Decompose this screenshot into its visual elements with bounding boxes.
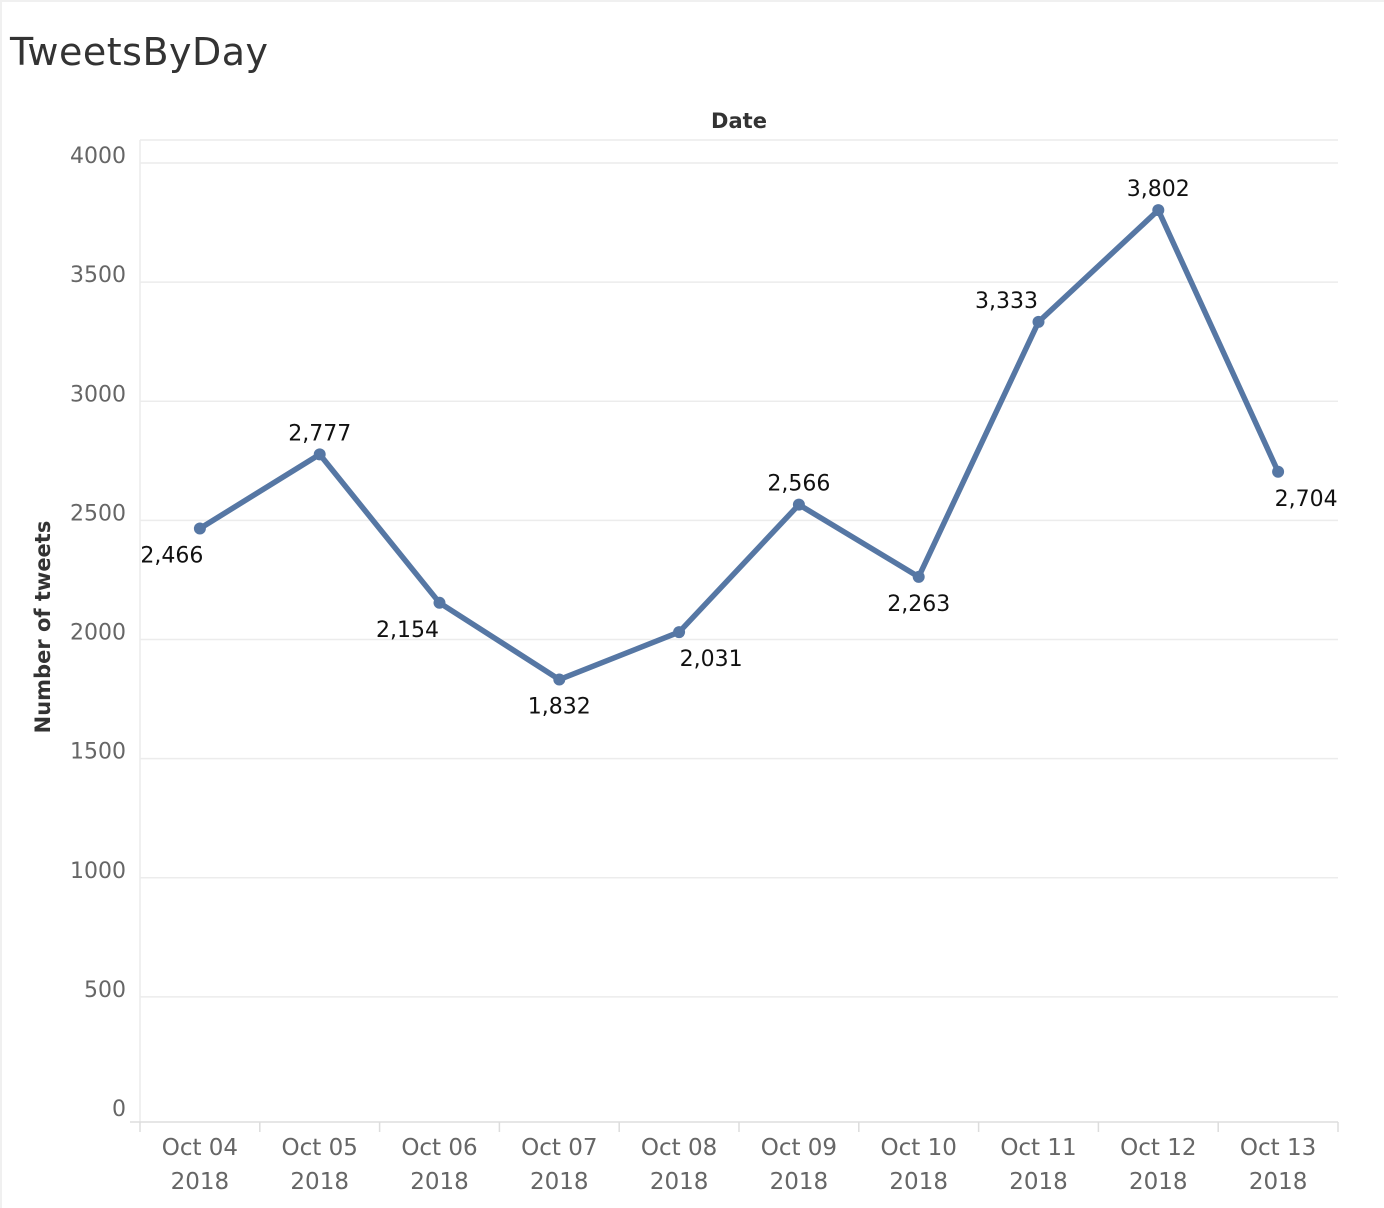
data-label: 2,566 (767, 472, 830, 497)
x-tick-label: Oct 05 (282, 1135, 358, 1161)
x-axis-ticks: Oct 04 2018 Oct 05 2018 Oct 06 2018 Oct 07 2018… (139, 1122, 1339, 1195)
x-tick-year-label: 2018 (889, 1169, 948, 1195)
y-tick-label: 3500 (70, 263, 126, 288)
data-label: 1,832 (528, 695, 591, 720)
y-axis-ticks: 0 500 1000 1500 2000 2500 3000 3500 4000 (70, 144, 126, 1122)
data-point (553, 673, 566, 686)
y-tick-label: 3000 (70, 382, 126, 407)
data-label: 2,466 (140, 543, 203, 568)
y-tick-label: 2000 (70, 621, 126, 646)
x-tick-label: Oct 08 (641, 1135, 717, 1161)
y-tick-label: 500 (84, 978, 126, 1003)
chart-title: TweetsByDay (10, 30, 269, 74)
x-tick-label: Oct 12 (1120, 1135, 1196, 1161)
data-point (1272, 465, 1285, 478)
data-label: 3,802 (1127, 177, 1190, 202)
data-point (673, 626, 686, 639)
data-point (1152, 204, 1165, 217)
x-tick-year-label: 2018 (171, 1169, 230, 1195)
y-tick-label: 2500 (70, 501, 126, 526)
series-tweets (193, 204, 1285, 686)
x-tick-year-label: 2018 (290, 1169, 349, 1195)
x-tick-year-label: 2018 (650, 1169, 709, 1195)
x-tick-label: Oct 06 (401, 1135, 477, 1161)
x-axis-title: Date (711, 109, 767, 133)
y-tick-label: 4000 (70, 144, 126, 169)
x-tick-year-label: 2018 (1009, 1169, 1068, 1195)
axes (130, 139, 1338, 1123)
data-point (433, 596, 446, 609)
data-point (313, 448, 326, 461)
data-point (912, 570, 925, 583)
x-tick-label: Oct 04 (162, 1135, 238, 1161)
x-tick-year-label: 2018 (1249, 1169, 1308, 1195)
series-line (197, 207, 1281, 683)
data-labels: 2,466 2,777 2,154 1,832 2,031 2,566 2,263 3,333… (140, 177, 1337, 719)
data-label: 2,031 (680, 647, 743, 672)
y-axis-title: Number of tweets (31, 521, 55, 734)
data-label: 2,154 (376, 618, 439, 643)
data-label: 2,777 (288, 421, 351, 446)
data-label: 2,263 (887, 592, 950, 617)
y-tick-label: 0 (112, 1097, 126, 1122)
data-label: 2,704 (1275, 487, 1338, 512)
x-tick-label: Oct 11 (1000, 1135, 1076, 1161)
grid-lines (140, 162, 1338, 998)
data-point (193, 522, 206, 535)
data-point (792, 498, 805, 511)
y-tick-label: 1000 (70, 859, 126, 884)
x-tick-year-label: 2018 (770, 1169, 829, 1195)
x-tick-label: Oct 07 (521, 1135, 597, 1161)
x-tick-label: Oct 09 (761, 1135, 837, 1161)
x-tick-year-label: 2018 (1129, 1169, 1188, 1195)
x-tick-year-label: 2018 (410, 1169, 469, 1195)
x-tick-label: Oct 13 (1240, 1135, 1316, 1161)
x-tick-label: Oct 10 (881, 1135, 957, 1161)
data-point (1032, 315, 1045, 328)
x-tick-year-label: 2018 (530, 1169, 589, 1195)
y-tick-label: 1500 (70, 740, 126, 765)
data-label: 3,333 (975, 289, 1038, 314)
